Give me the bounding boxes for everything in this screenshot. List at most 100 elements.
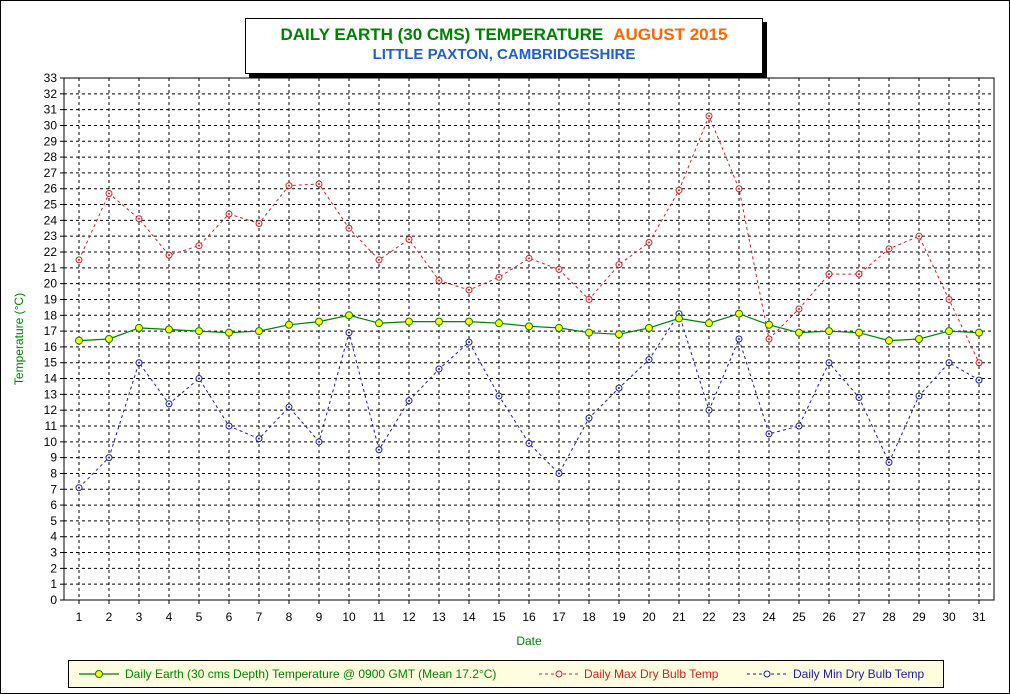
data-point-dot (228, 213, 230, 216)
y-tick-label: 20 (44, 277, 58, 291)
y-tick-label: 12 (44, 403, 58, 417)
data-point-dot (888, 247, 890, 250)
data-point (435, 317, 443, 326)
data-point (765, 320, 773, 329)
data-point-dot (948, 361, 950, 364)
x-tick-label: 20 (642, 610, 656, 624)
y-tick-label: 8 (50, 466, 57, 480)
data-point-dot (558, 472, 560, 475)
data-point-dot (288, 406, 290, 409)
x-tick-label: 15 (492, 610, 506, 624)
data-point (225, 328, 233, 337)
legend-item: Daily Max Dry Bulb Temp (539, 667, 719, 681)
data-point-dot (978, 361, 980, 364)
y-tick-label: 3 (50, 546, 57, 560)
y-tick-labels: 0123456789101112131415161718192021222324… (44, 71, 58, 607)
x-tick-label: 22 (702, 610, 716, 624)
title-box: DAILY EARTH (30 CMS) TEMPERATURE AUGUST 2… (245, 18, 763, 74)
y-tick-label: 33 (44, 71, 58, 85)
data-point (825, 327, 833, 336)
data-point-dot (438, 368, 440, 371)
data-point-dot (78, 486, 80, 489)
data-point-dot (168, 402, 170, 405)
y-tick-label: 11 (45, 419, 58, 433)
x-tick-label: 5 (196, 610, 203, 624)
y-tick-label: 22 (44, 245, 58, 259)
data-point (645, 323, 653, 332)
data-point (585, 328, 593, 337)
title-line: DAILY EARTH (30 CMS) TEMPERATURE AUGUST 2… (246, 25, 762, 45)
x-tick-label: 30 (942, 610, 956, 624)
series-line (78, 312, 980, 489)
data-point (975, 328, 983, 337)
x-tick-label: 9 (316, 610, 323, 624)
data-point (345, 311, 353, 320)
y-tick-label: 23 (44, 229, 58, 243)
chart-month: AUGUST 2015 (613, 25, 728, 44)
data-point (555, 323, 563, 332)
x-tick-label: 23 (732, 610, 746, 624)
data-point-dot (378, 258, 380, 261)
x-tick-labels: 1 2 3 4 5 6 7 8 9 10 11 12 13 14 15 16 17 18 19 20 21 22 23 24 2… (76, 610, 986, 624)
data-point-dot (678, 189, 680, 192)
y-tick-label: 6 (50, 498, 57, 512)
data-point-dot (348, 227, 350, 230)
x-tick-label: 7 (256, 610, 263, 624)
y-tick-label: 2 (50, 561, 57, 575)
y-tick-label: 15 (44, 356, 58, 370)
data-point (315, 317, 323, 326)
legend-item: Daily Min Dry Bulb Temp (747, 667, 924, 681)
data-point (855, 328, 863, 337)
x-tick-label: 3 (136, 610, 143, 624)
y-tick-label: 26 (44, 182, 58, 196)
data-point-dot (108, 192, 110, 195)
legend-swatch-marker (763, 670, 771, 678)
data-point-dot (588, 417, 590, 420)
data-point-dot (318, 440, 320, 443)
x-tick-label: 14 (462, 610, 476, 624)
series-max (75, 112, 983, 367)
y-tick-label: 0 (50, 593, 57, 607)
data-point (795, 328, 803, 337)
data-point (375, 319, 383, 328)
data-point-dot (858, 396, 860, 399)
data-point-dot (198, 244, 200, 247)
legend-item: Daily Earth (30 cms Depth) Temperature @… (79, 667, 496, 681)
x-tick-label: 25 (792, 610, 806, 624)
data-point-dot (588, 298, 590, 301)
grid (64, 78, 994, 600)
data-point-dot (978, 379, 980, 382)
data-point-dot (78, 258, 80, 261)
series-earth (75, 309, 983, 345)
legend-label: Daily Min Dry Bulb Temp (793, 667, 924, 681)
data-point (135, 323, 143, 332)
data-point-dot (258, 222, 260, 225)
data-point-dot (798, 425, 800, 427)
data-point-dot (378, 448, 380, 451)
data-point-dot (108, 456, 110, 459)
x-tick-label: 28 (882, 610, 896, 624)
plot-area-border (63, 77, 995, 601)
data-point-dot (768, 338, 770, 340)
x-tick-label: 19 (612, 610, 626, 624)
data-point-dot (468, 341, 470, 344)
y-tick-label: 18 (44, 308, 58, 322)
data-point (615, 330, 623, 339)
data-point-dot (198, 377, 200, 380)
series (75, 112, 983, 492)
y-tick-label: 9 (50, 451, 57, 465)
data-point-dot (738, 338, 740, 340)
y-tick-label: 29 (44, 134, 58, 148)
data-point (885, 336, 893, 345)
data-point-dot (528, 442, 530, 445)
y-tick-label: 16 (44, 340, 58, 354)
y-tick-label: 1 (50, 577, 57, 591)
data-point (165, 325, 173, 334)
data-point-dot (708, 409, 710, 412)
data-point (525, 322, 533, 331)
y-tick-label: 5 (50, 514, 57, 528)
x-tick-label: 10 (342, 610, 356, 624)
data-point-dot (618, 263, 620, 266)
data-point-dot (558, 268, 560, 271)
data-point-dot (648, 358, 650, 361)
